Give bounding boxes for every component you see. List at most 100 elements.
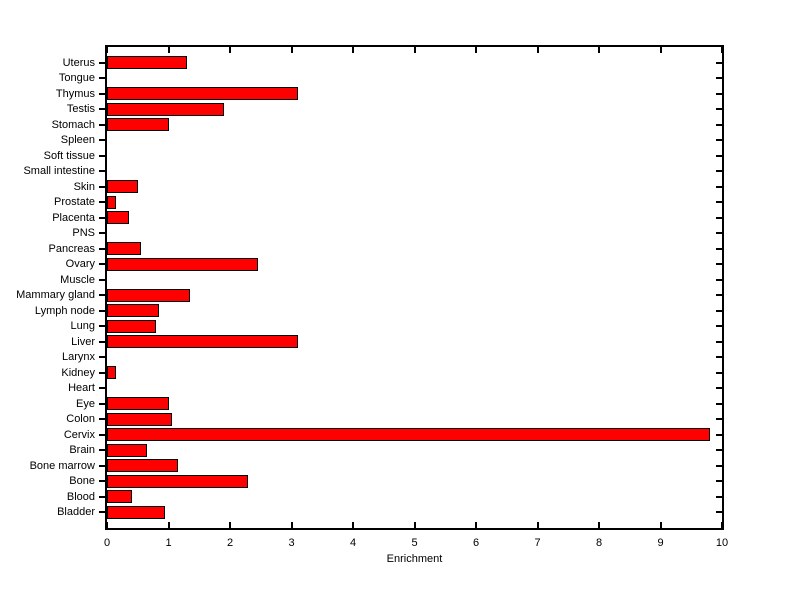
y-tick-label-soft-tissue: Soft tissue xyxy=(43,149,95,162)
y-tick xyxy=(99,185,105,188)
x-tick xyxy=(167,47,170,53)
x-tick-label-6: 6 xyxy=(472,537,480,549)
y-tick-label-skin: Skin xyxy=(73,180,95,193)
bar-mammary-gland xyxy=(107,288,190,302)
y-tick xyxy=(716,154,722,157)
y-tick xyxy=(716,433,722,436)
y-tick xyxy=(99,418,105,421)
x-tick xyxy=(106,47,108,53)
y-tick xyxy=(99,232,105,235)
x-tick xyxy=(721,522,723,528)
x-tick xyxy=(106,522,108,528)
x-tick xyxy=(598,522,600,528)
y-tick-label-heart: Heart xyxy=(68,382,95,395)
y-tick-label-bone-marrow: Bone marrow xyxy=(29,459,95,472)
y-tick-label-stomach: Stomach xyxy=(51,118,95,131)
bar-testis xyxy=(107,102,224,116)
y-axis-tick-labels: Uterus Tongue Thymus Testis Stomach Spleen Sof… xyxy=(0,47,100,528)
y-tick xyxy=(716,495,722,498)
x-tick xyxy=(290,522,293,528)
bar-pancreas xyxy=(107,242,141,256)
y-tick xyxy=(716,418,722,421)
x-tick xyxy=(721,47,723,53)
y-tick-label-pns: PNS xyxy=(72,227,95,240)
y-tick xyxy=(716,216,722,219)
bar-brain xyxy=(107,443,147,457)
y-tick xyxy=(99,371,105,374)
y-tick xyxy=(716,464,722,467)
bar-skin xyxy=(107,180,138,194)
x-tick xyxy=(536,522,539,528)
y-tick xyxy=(99,216,105,219)
y-tick xyxy=(99,170,105,173)
y-tick xyxy=(99,387,105,390)
x-tick xyxy=(475,47,477,53)
y-tick xyxy=(716,325,722,328)
y-tick xyxy=(716,170,722,173)
y-tick-label-testis: Testis xyxy=(66,103,95,116)
x-tick xyxy=(413,522,416,528)
x-tick xyxy=(659,47,662,53)
y-tick xyxy=(716,247,722,250)
x-tick xyxy=(659,522,662,528)
y-tick-label-liver: Liver xyxy=(71,335,95,348)
bar-bone xyxy=(107,474,248,488)
y-tick-label-tongue: Tongue xyxy=(58,72,95,85)
x-axis-tick-labels: 0 1 2 3 4 5 6 7 8 9 10 xyxy=(103,536,728,552)
y-tick xyxy=(99,433,105,436)
y-tick-label-small-intestine: Small intestine xyxy=(23,165,95,178)
bar-kidney xyxy=(107,366,116,380)
y-tick xyxy=(716,340,722,343)
y-tick-label-thymus: Thymus xyxy=(55,87,95,100)
y-tick xyxy=(99,92,105,95)
y-tick xyxy=(716,232,722,235)
x-tick-label-0: 0 xyxy=(103,537,111,549)
y-tick-label-bladder: Bladder xyxy=(57,506,95,519)
y-tick xyxy=(716,92,722,95)
bar-lung xyxy=(107,319,156,333)
y-tick-label-mammary-gland: Mammary gland xyxy=(16,289,95,302)
y-tick-label-brain: Brain xyxy=(69,444,95,457)
y-tick xyxy=(716,77,722,80)
x-tick xyxy=(229,47,231,53)
y-tick xyxy=(99,495,105,498)
x-tick xyxy=(352,47,354,53)
y-tick-label-ovary: Ovary xyxy=(65,258,95,271)
bar-bladder xyxy=(107,505,165,519)
y-tick-label-pancreas: Pancreas xyxy=(48,242,95,255)
y-tick xyxy=(99,309,105,312)
y-tick-label-muscle: Muscle xyxy=(60,273,95,286)
y-tick xyxy=(716,294,722,297)
bar-cervix xyxy=(107,428,710,442)
y-tick xyxy=(716,123,722,126)
y-tick xyxy=(99,402,105,405)
x-tick xyxy=(352,522,354,528)
y-tick-label-lung: Lung xyxy=(70,320,95,333)
y-tick xyxy=(716,309,722,312)
x-axis-label: Enrichment xyxy=(386,553,443,565)
y-tick xyxy=(716,263,722,266)
bar-uterus xyxy=(107,56,187,70)
x-tick-label-3: 3 xyxy=(288,537,295,549)
bar-thymus xyxy=(107,87,298,101)
y-tick xyxy=(716,387,722,390)
x-tick-label-9: 9 xyxy=(657,537,664,549)
x-tick-label-1: 1 xyxy=(165,537,172,549)
x-tick xyxy=(413,47,416,53)
bar-eye xyxy=(107,397,169,411)
y-tick xyxy=(99,325,105,328)
x-tick-label-7: 7 xyxy=(534,537,541,549)
bar-prostate xyxy=(107,195,116,209)
y-tick-label-cervix: Cervix xyxy=(63,428,95,441)
y-tick xyxy=(99,154,105,157)
y-tick xyxy=(716,371,722,374)
x-tick-label-2: 2 xyxy=(226,537,234,549)
bar-bone-marrow xyxy=(107,459,178,473)
y-tick xyxy=(716,139,722,142)
y-tick-label-colon: Colon xyxy=(66,413,95,426)
y-tick xyxy=(99,61,105,64)
y-tick xyxy=(99,263,105,266)
y-tick xyxy=(99,139,105,142)
y-tick xyxy=(99,480,105,483)
y-tick xyxy=(99,449,105,452)
